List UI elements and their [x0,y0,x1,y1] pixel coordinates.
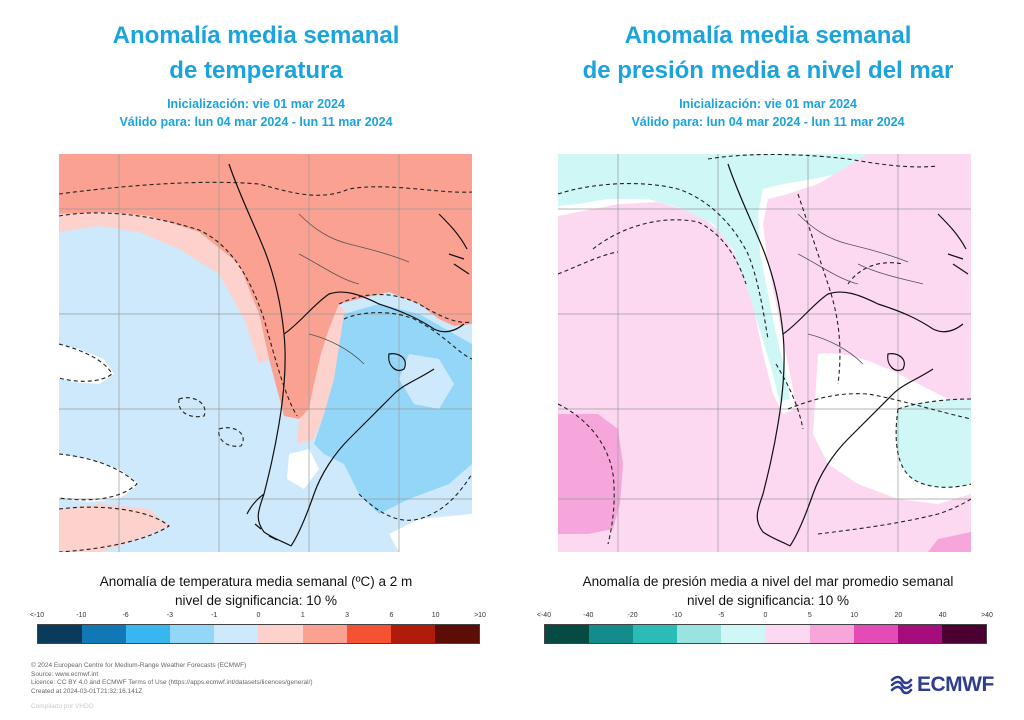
left-colorbar-tick-label: 6 [389,612,394,619]
right-colorbar-tick-label: -10 [671,612,682,619]
right-colorbar-tick-label: 10 [850,612,858,619]
left-colorbar-segment [38,625,83,643]
pressure-init-date: Inicialización: vie 01 mar 2024 [679,97,857,111]
left-colorbar-segment [170,625,215,643]
right-colorbar-tick-label: -40 [583,612,594,619]
left-colorbar-tick-label: >10 [474,612,486,619]
right-colorbar-tick-label: 40 [938,612,947,619]
left-colorbar-tick-label: 1 [300,612,305,619]
left-colorbar-tick-label: -3 [166,612,174,619]
right-colorbar-segment [809,625,854,643]
left-colorbar-tick-label: -1 [211,612,218,619]
right-colorbar-tick-label: -5 [718,612,725,619]
temperature-title-line2: de temperatura [169,57,343,84]
ecmwf-logo-text: ECMWF [917,673,994,696]
temperature-anomaly-map [59,154,472,552]
temperature-colorbar-labels: <-10 -10 -6 -3 -1 0 1 3 6 10 >10 [30,612,486,622]
right-colorbar-tick-label: 0 [763,612,768,619]
right-colorbar-segment [545,625,590,643]
pressure-title-line2: de presión media a nivel del mar [582,57,954,84]
pressure-colorbar-labels: <-40 -40 -20 -10 -5 0 5 10 20 40 >40 [537,612,993,622]
left-colorbar-tick-label: 0 [256,612,261,619]
pressure-caption-line1: Anomalía de presión media a nivel del ma… [582,574,954,589]
right-colorbar-tick-label: 5 [807,612,812,619]
right-colorbar-segment [941,625,986,643]
left-colorbar-tick-label: -10 [76,612,87,619]
pressure-colorbar [544,624,987,644]
ecmwf-logo: ECMWF [889,672,994,698]
pressure-caption-line2: nivel de significancia: 10 % [686,593,850,608]
right-colorbar-segment [677,625,722,643]
footer-licence: Licence: CC BY 4.0 and ECMWF Terms of Us… [31,679,313,686]
footer-created: Created at 2024-03-01T21:32:16.141Z [31,687,143,695]
left-colorbar-segment [434,625,479,643]
pressure-valid-range: Válido para: lun 04 mar 2024 - lun 11 ma… [631,115,905,129]
left-colorbar-tick-label: 3 [345,612,350,619]
left-colorbar-segment [346,625,391,643]
temperature-caption-line1: Anomalía de temperatura media semanal (º… [99,574,413,589]
right-colorbar-segment [897,625,942,643]
right-colorbar-segment [765,625,810,643]
footer-source: Source: www.ecmwf.int [31,670,99,678]
right-colorbar-tick-label: -20 [627,612,638,619]
pressure-panel: Anomalía media semanal de presión media … [512,0,1024,650]
temperature-title-line1: Anomalía media semanal [112,22,400,49]
left-colorbar-tick-label: <-10 [29,612,45,619]
footer-copyright: © 2024 European Centre for Medium-Range … [31,662,247,669]
pressure-anomaly-map [558,154,971,552]
temperature-colorbar [37,624,480,644]
temperature-init-date: Inicialización: vie 01 mar 2024 [167,97,345,111]
temperature-valid-range: Válido para: lun 04 mar 2024 - lun 11 ma… [119,115,393,129]
left-colorbar-tick-label: 10 [431,612,440,619]
temperature-panel: Anomalía media semanal de temperatura In… [0,0,512,650]
left-colorbar-segment [126,625,171,643]
footer-credits: © 2024 European Centre for Medium-Range … [31,662,313,696]
left-colorbar-segment [258,625,303,643]
right-colorbar-segment [633,625,678,643]
temperature-caption-line2: nivel de significancia: 10 % [174,593,338,608]
right-colorbar-segment [853,625,898,643]
right-colorbar-tick-label: 20 [894,612,903,619]
right-colorbar-segment [589,625,634,643]
pressure-title-line1: Anomalía media semanal [624,22,912,49]
temperature-map-graphic [59,154,472,552]
footer-compiled: Compilado por VHDG [31,703,94,710]
pressure-map-graphic [558,154,971,552]
right-colorbar-tick-label: <-40 [536,612,552,619]
right-colorbar-tick-label: >40 [981,612,993,619]
left-colorbar-segment [214,625,259,643]
left-colorbar-tick-label: -6 [122,612,129,619]
left-colorbar-segment [82,625,127,643]
ecmwf-logo-icon [890,675,913,695]
right-colorbar-segment [721,625,766,643]
left-colorbar-segment [302,625,347,643]
left-colorbar-segment [390,625,435,643]
